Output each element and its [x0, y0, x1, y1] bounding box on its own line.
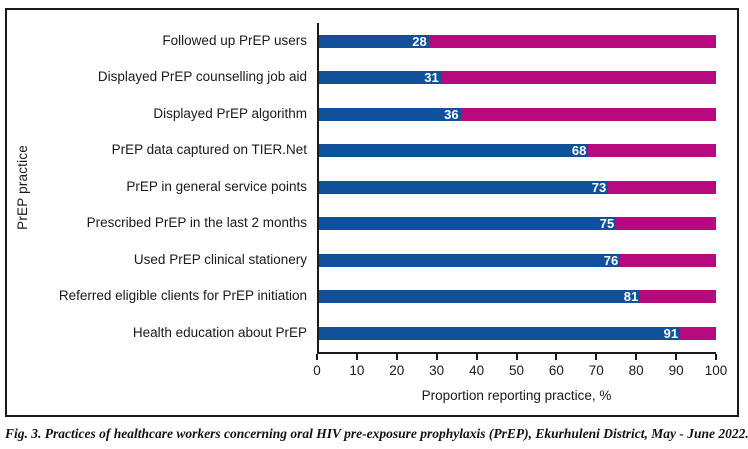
- bar-segment-remainder: [680, 326, 716, 340]
- x-tick-label: 60: [548, 362, 564, 378]
- bar-track: 28: [317, 34, 716, 48]
- bar-value-label: 68: [571, 144, 587, 158]
- x-tick-mark: [435, 353, 438, 360]
- x-tick-mark: [715, 353, 717, 360]
- bar-segment-reported: 31: [317, 71, 441, 85]
- bar-track: 73: [317, 180, 716, 194]
- plot-rows: Followed up PrEP users 28 Displayed PrEP c…: [37, 23, 737, 354]
- category-label: Displayed PrEP counselling job aid: [97, 69, 307, 85]
- bar-segment-reported: 73: [317, 180, 609, 194]
- bar-row: Used PrEP clinical stationery 76: [37, 242, 737, 279]
- bar-segment-reported: 91: [317, 326, 681, 340]
- bar-segment-remainder: [440, 71, 716, 85]
- x-axis-title: Proportion reporting practice, %: [421, 387, 612, 403]
- bar-row: PrEP data captured on TIER.Net 68: [37, 133, 737, 170]
- bar-segment-remainder: [608, 180, 716, 194]
- x-tick-label: 10: [349, 362, 365, 378]
- category-label: Prescribed PrEP in the last 2 months: [86, 215, 307, 231]
- x-tick-label: 100: [704, 362, 728, 378]
- bar-value-label: 28: [412, 34, 427, 48]
- bar-row: Displayed PrEP algorithm 36: [37, 96, 737, 133]
- x-tick-mark: [355, 353, 358, 360]
- bar-row: PrEP in general service points 73: [37, 169, 737, 206]
- x-tick-label: 70: [588, 362, 604, 378]
- x-tick-labels: 0 10 20 30 40 50 60 70 80 90 100: [313, 362, 727, 381]
- bar-segment-remainder: [428, 34, 716, 48]
- bar-value-label: 36: [444, 107, 459, 121]
- bar-track: 75: [317, 217, 716, 231]
- x-tick-label: 20: [389, 362, 405, 378]
- category-label: Used PrEP clinical stationery: [133, 251, 307, 267]
- bar-segment-remainder: [616, 217, 716, 231]
- bar-value-label: 31: [424, 71, 439, 85]
- bar-track: 36: [317, 107, 716, 121]
- chart-area: PrEP practice Followed up PrEP users 28 Di…: [7, 10, 737, 403]
- bar-track: 91: [317, 326, 716, 340]
- x-tick-mark: [635, 353, 638, 360]
- bar-track: 81: [317, 290, 716, 304]
- y-axis-title-column: PrEP practice: [7, 23, 37, 352]
- category-label: Referred eligible clients for PrEP initi…: [58, 288, 307, 304]
- x-tick-mark: [595, 353, 598, 360]
- bar-row: Followed up PrEP users 28: [37, 23, 737, 60]
- x-tick-label: 0: [313, 362, 321, 378]
- bar-value-label: 91: [663, 326, 679, 340]
- x-tick-label: 50: [508, 362, 525, 378]
- bar-track: 76: [317, 253, 716, 267]
- plot-column: Followed up PrEP users 28 Displayed PrEP c…: [37, 23, 737, 403]
- bar-segment-reported: 75: [317, 217, 617, 231]
- x-tick-mark: [675, 353, 678, 360]
- bar-segment-reported: 76: [317, 253, 621, 267]
- bar-segment-remainder: [588, 144, 716, 158]
- x-tick-label: 40: [469, 362, 485, 378]
- x-axis-line: [316, 351, 717, 361]
- bar-segment-reported: 36: [317, 107, 461, 121]
- bar-row: Prescribed PrEP in the last 2 months 75: [37, 206, 737, 243]
- bar-track: 68: [317, 144, 716, 158]
- x-tick-mark: [475, 353, 478, 360]
- bar-row: Displayed PrEP counselling job aid 31: [37, 60, 737, 97]
- category-label: PrEP in general service points: [126, 178, 307, 194]
- bar-value-label: 81: [623, 290, 639, 304]
- x-tick-mark: [555, 353, 558, 360]
- bar-value-label: 76: [603, 253, 619, 267]
- x-tick-mark: [316, 353, 318, 360]
- chart-frame: PrEP practice Followed up PrEP users 28 Di…: [5, 8, 739, 417]
- figure-caption: Fig. 3. Practices of healthcare workers …: [5, 426, 748, 441]
- bar-row: Health education about PrEP 91: [37, 315, 737, 352]
- x-tick-mark: [395, 353, 398, 360]
- bar-segment-remainder: [640, 290, 716, 304]
- bar-value-label: 75: [599, 217, 615, 231]
- x-tick-label: 90: [668, 362, 684, 378]
- x-tick-mark: [515, 353, 518, 360]
- y-axis-title: PrEP practice: [14, 145, 30, 230]
- bar-track: 31: [317, 71, 716, 85]
- category-label: Followed up PrEP users: [162, 32, 307, 48]
- x-tick-label: 80: [628, 362, 644, 378]
- bar-row: Referred eligible clients for PrEP initi…: [37, 279, 737, 316]
- bar-segment-remainder: [620, 253, 716, 267]
- y-axis-spine: [317, 23, 319, 354]
- bar-segment-remainder: [460, 107, 716, 121]
- bar-segment-reported: 81: [317, 290, 641, 304]
- x-tick-label: 30: [429, 362, 445, 378]
- bar-segment-reported: 28: [317, 34, 429, 48]
- category-label: Health education about PrEP: [132, 324, 307, 340]
- bar-value-label: 73: [591, 180, 607, 194]
- bar-segment-reported: 68: [317, 144, 589, 158]
- category-label: PrEP data captured on TIER.Net: [111, 142, 307, 158]
- category-label: Displayed PrEP algorithm: [153, 105, 307, 121]
